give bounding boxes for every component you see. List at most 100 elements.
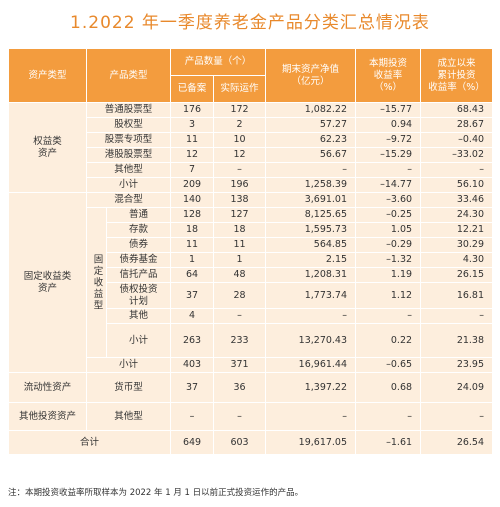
- header-cell: 产品数量（个）: [170, 48, 267, 76]
- table-row: 流动性资产 货币型 37 36 1,397.22 0.68 24.09: [8, 372, 494, 403]
- value-cell: –33.02: [420, 147, 494, 163]
- table-row: 港股股票型 12 12 56.67 –15.29 –33.02: [9, 147, 494, 163]
- product-type-cell: 小计: [85, 357, 172, 373]
- value-cell: 172: [213, 102, 267, 118]
- product-type-cell: 股权型: [85, 117, 172, 133]
- value-cell: 128: [170, 207, 215, 223]
- value-cell: 21.38: [420, 323, 494, 358]
- table-row: 小计 403 371 16,961.44 –0.65 23.95: [9, 357, 494, 373]
- value-cell: 16.81: [420, 282, 494, 309]
- value-cell: 8,125.65: [265, 207, 357, 223]
- value-cell: –15.77: [355, 102, 422, 118]
- value-cell: –: [213, 162, 267, 178]
- value-cell: 0.94: [355, 117, 422, 133]
- value-cell: 37: [170, 372, 215, 403]
- value-cell: 18: [170, 222, 215, 238]
- product-type-cell: 港股股票型: [85, 147, 172, 163]
- value-cell: 11: [170, 132, 215, 148]
- value-cell: –: [355, 162, 422, 178]
- value-cell: 403: [170, 357, 215, 373]
- table-row: 债权投资 计划 37 28 1,773.74 1.12 16.81: [9, 282, 494, 309]
- value-cell: 1,082.22: [265, 102, 357, 118]
- value-cell: 12.21: [420, 222, 494, 238]
- value-cell: 28.67: [420, 117, 494, 133]
- value-cell: 37: [170, 282, 215, 309]
- asset-type-cell: 其他投资资产: [8, 402, 87, 431]
- value-cell: 2.15: [265, 252, 357, 268]
- value-cell: 263: [170, 323, 215, 358]
- asset-type-cell: 权益类 资产: [8, 102, 87, 193]
- value-cell: 10: [213, 132, 267, 148]
- value-cell: 68.43: [420, 102, 494, 118]
- value-cell: 0.68: [355, 372, 422, 403]
- value-cell: –: [265, 402, 357, 431]
- value-cell: 48: [213, 267, 267, 283]
- value-cell: –0.40: [420, 132, 494, 148]
- value-cell: 196: [213, 177, 267, 193]
- value-cell: 56.67: [265, 147, 357, 163]
- value-cell: 649: [170, 430, 215, 455]
- value-cell: 18: [213, 222, 267, 238]
- value-cell: –: [170, 402, 215, 431]
- value-cell: 176: [170, 102, 215, 118]
- value-cell: 11: [213, 237, 267, 253]
- value-cell: 12: [213, 147, 267, 163]
- value-cell: 16,961.44: [265, 357, 357, 373]
- value-cell: 138: [213, 192, 267, 208]
- table-row: 其他型 7– – – –: [9, 162, 494, 178]
- value-cell: 26.54: [420, 430, 494, 455]
- table-row: 权益类 资产 普通股票型 176 172 1,082.22 –15.77 68.43: [8, 102, 494, 193]
- product-type-cell: 货币型: [85, 372, 172, 403]
- value-cell: –0.29: [355, 237, 422, 253]
- value-cell: 371: [213, 357, 267, 373]
- product-type-cell: 其他: [105, 308, 172, 324]
- value-cell: 3,691.01: [265, 192, 357, 208]
- product-type-cell: 小计: [105, 323, 172, 358]
- value-cell: 2: [213, 117, 267, 133]
- value-cell: 1,397.22: [265, 372, 357, 403]
- value-cell: –: [265, 308, 357, 324]
- value-cell: 3: [170, 117, 215, 133]
- value-cell: 603: [213, 430, 267, 455]
- total-row: 合计 649 603 19,617.05 –1.61 26.54: [7, 430, 494, 455]
- value-cell: 1.19: [355, 267, 422, 283]
- subgroup-cell: 固定收益型: [86, 207, 107, 358]
- header-row: 已备案 实际运作: [9, 75, 493, 103]
- value-cell: 1: [170, 252, 215, 268]
- value-cell: –: [355, 402, 422, 431]
- value-cell: 33.46: [420, 192, 494, 208]
- value-cell: 0.22: [355, 323, 422, 358]
- value-cell: –1.61: [355, 430, 422, 455]
- value-cell: –: [213, 402, 267, 431]
- product-type-cell: 普通: [105, 207, 172, 223]
- asset-type-cell: 流动性资产: [8, 372, 87, 403]
- header-cell: 已备案: [170, 75, 215, 103]
- value-cell: –: [420, 308, 494, 324]
- value-cell: –9.72: [355, 132, 422, 148]
- value-cell: –: [420, 162, 494, 178]
- product-type-cell: 债权投资 计划: [105, 282, 172, 309]
- value-cell: 56.10: [420, 177, 494, 193]
- value-cell: 26.15: [420, 267, 494, 283]
- value-cell: 1,773.74: [265, 282, 357, 309]
- value-cell: 57.27: [265, 117, 357, 133]
- table-row: 固定收益类 资产 混合型 140 138 3,691.01 –3.60 33.46: [8, 192, 494, 373]
- value-cell: 24.09: [420, 372, 494, 403]
- value-cell: 4.30: [420, 252, 494, 268]
- table-body: 权益类 资产 普通股票型 176 172 1,082.22 –15.77 68.43 股权型 3…: [7, 102, 494, 455]
- value-cell: 127: [213, 207, 267, 223]
- value-cell: 62.23: [265, 132, 357, 148]
- value-cell: 564.85: [265, 237, 357, 253]
- table-row: 股票专项型 11 10 62.23 –9.72 –0.40: [9, 132, 494, 148]
- value-cell: –: [355, 308, 422, 324]
- value-cell: 13,270.43: [265, 323, 357, 358]
- footnote: 注：本期投资收益率所取样本为 2022 年 1 月 1 日以前正式投资运作的产品…: [8, 488, 304, 498]
- value-cell: –0.65: [355, 357, 422, 373]
- header-row: 资产类型 产品类型 产品数量（个） 期末资产净值 （亿元） 本期投资 收益率 （…: [8, 48, 494, 103]
- product-type-cell: 存款: [105, 222, 172, 238]
- product-type-cell: 其他型: [85, 162, 172, 178]
- value-cell: 1: [213, 252, 267, 268]
- value-cell: 11: [170, 237, 215, 253]
- product-type-cell: 普通股票型: [85, 102, 172, 118]
- product-type-cell: 其他型: [85, 402, 172, 431]
